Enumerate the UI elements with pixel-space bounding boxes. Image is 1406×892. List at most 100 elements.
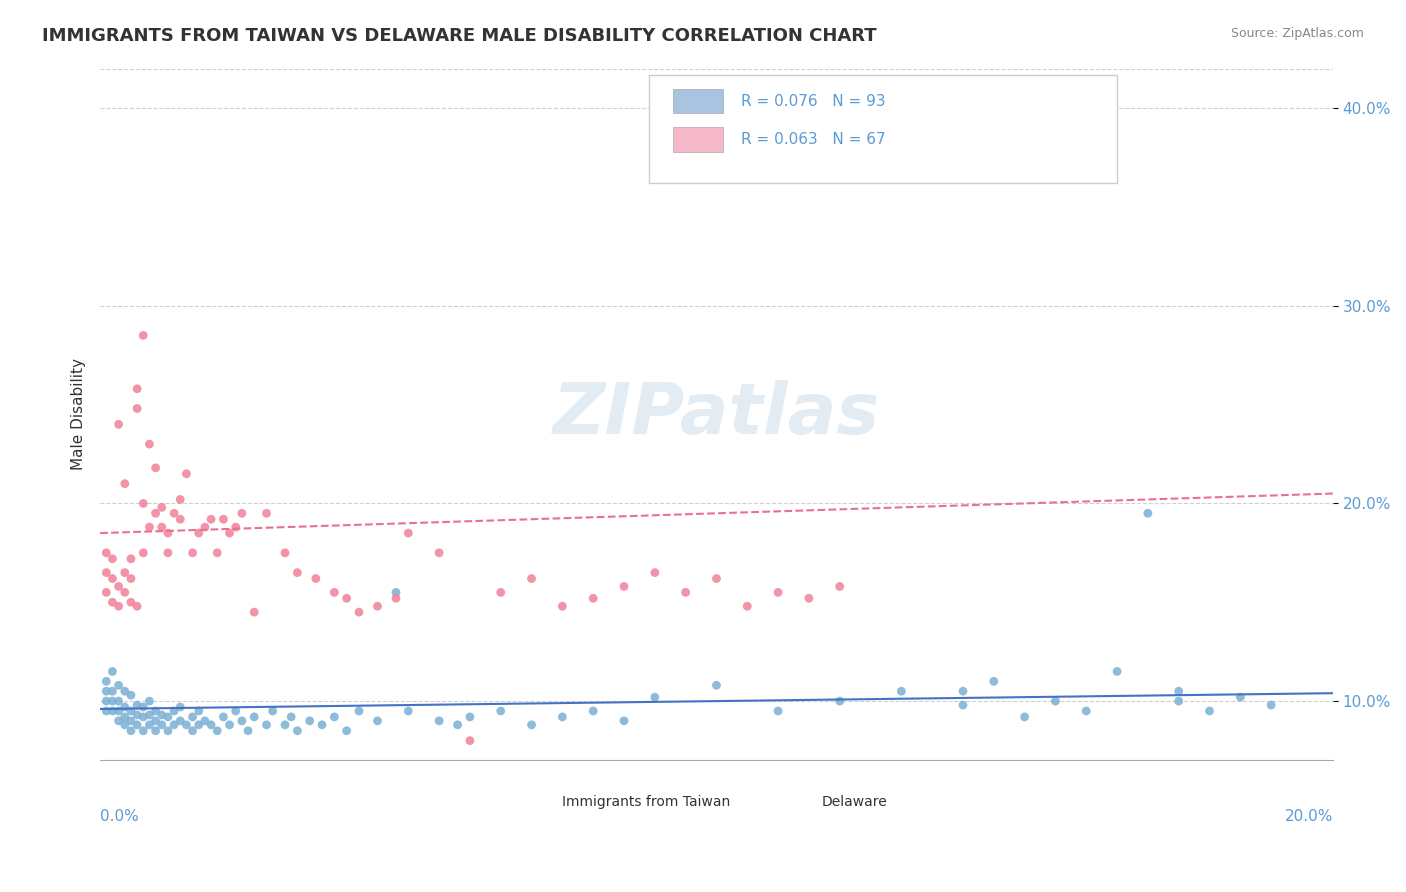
Point [156,546,179,560]
Point [1167,684,1189,698]
Text: ZIPatlas: ZIPatlas [553,380,880,449]
Point [96,674,118,689]
Point [225,520,247,534]
Point [218,718,240,732]
Point [127,382,149,396]
Point [101,572,124,586]
Point [890,684,912,698]
Point [120,714,142,728]
Point [194,714,217,728]
Text: R = 0.063   N = 67: R = 0.063 N = 67 [741,132,886,146]
Point [101,684,124,698]
Point [766,704,789,718]
Point [127,698,149,712]
Point [156,723,179,738]
Point [262,704,284,718]
Point [96,566,118,580]
Text: Immigrants from Taiwan: Immigrants from Taiwan [562,795,731,809]
Point [132,496,155,510]
Point [1198,704,1220,718]
Point [285,566,308,580]
Point [256,718,278,732]
Point [101,595,124,609]
Point [145,723,167,738]
Point [582,591,605,606]
Point [169,700,191,714]
Point [96,585,118,599]
Point [127,401,149,416]
Point [675,585,697,599]
Point [256,506,278,520]
Point [735,599,758,614]
Point [1045,694,1067,708]
Point [132,328,155,343]
Point [323,710,346,724]
Point [96,684,118,698]
Point [385,585,408,599]
Point [150,520,173,534]
Point [120,688,142,702]
Point [231,714,253,728]
Point [96,546,118,560]
Point [107,599,129,614]
Point [489,585,512,599]
Point [181,710,204,724]
Point [176,718,198,732]
Point [127,718,149,732]
Point [150,718,173,732]
Point [138,520,160,534]
Point [489,704,512,718]
Point [96,694,118,708]
Point [243,710,266,724]
Point [120,595,142,609]
Point [114,585,136,599]
Point [446,718,468,732]
Point [107,704,129,718]
Point [163,506,186,520]
Point [706,572,728,586]
Point [551,710,574,724]
Text: Delaware: Delaware [821,795,887,809]
FancyBboxPatch shape [673,128,723,152]
Point [396,704,419,718]
Point [1076,704,1098,718]
Point [101,704,124,718]
Point [1229,690,1251,705]
Point [212,710,235,724]
Point [163,718,186,732]
Point [200,718,222,732]
Text: R = 0.076   N = 93: R = 0.076 N = 93 [741,94,886,109]
Point [120,723,142,738]
Point [169,714,191,728]
Point [311,718,333,732]
Point [207,546,229,560]
Point [132,700,155,714]
Point [1260,698,1282,712]
Point [194,520,217,534]
Point [243,605,266,619]
Point [145,460,167,475]
Point [107,579,129,593]
Point [187,718,209,732]
Text: Source: ZipAtlas.com: Source: ZipAtlas.com [1230,27,1364,40]
Point [1136,506,1159,520]
Point [458,710,481,724]
Point [101,694,124,708]
Point [218,526,240,541]
Point [644,566,666,580]
Point [169,512,191,526]
Point [551,599,574,614]
Point [366,714,388,728]
Point [145,704,167,718]
Point [163,704,186,718]
Point [120,572,142,586]
Point [396,526,419,541]
Point [138,707,160,722]
Point [298,714,321,728]
Point [766,585,789,599]
Point [187,526,209,541]
Point [132,546,155,560]
Point [107,694,129,708]
Point [427,714,450,728]
Point [274,718,297,732]
